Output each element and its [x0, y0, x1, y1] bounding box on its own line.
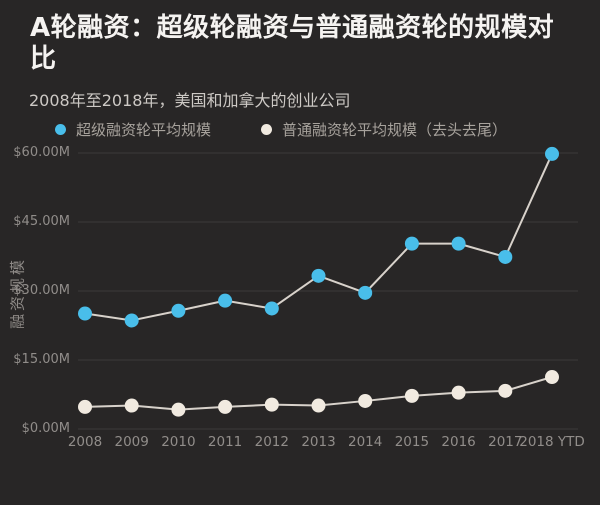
legend-dot-cream-icon [261, 124, 273, 135]
y-tick-label: $45.00M [13, 214, 70, 229]
series-line-0 [84, 152, 553, 322]
legend-dot-blue-icon [55, 124, 66, 135]
x-tick-label: 2014 [348, 434, 383, 450]
x-tick-label: 2018 YTD [519, 434, 585, 450]
legend-label-supergiant: 超级融资轮平均规模 [76, 121, 212, 139]
legend: 超级融资轮平均规模 普通融资轮平均规模（去头去尾） [55, 119, 507, 140]
chart-subtitle: 2008年至2018年，美国和加拿大的创业公司 [29, 91, 351, 110]
data-point[interactable] [124, 313, 139, 328]
x-tick-label: 2016 [441, 434, 476, 450]
y-tick-label: $15.00M [13, 352, 70, 367]
data-point[interactable] [218, 399, 233, 414]
x-tick-label: 2012 [254, 434, 289, 450]
data-point[interactable] [545, 146, 559, 161]
data-point[interactable] [358, 393, 373, 408]
x-tick-label: 2011 [207, 434, 243, 450]
data-point[interactable] [545, 370, 559, 385]
y-tick-label: $30.00M [13, 283, 70, 298]
data-point[interactable] [124, 398, 139, 413]
data-point[interactable] [218, 293, 233, 308]
data-point[interactable] [404, 236, 419, 251]
x-tick-label: 2009 [114, 434, 149, 450]
y-tick-label: $60.00M [13, 145, 70, 160]
data-point[interactable] [264, 397, 279, 412]
data-point[interactable] [451, 236, 466, 251]
x-tick-label: 2013 [301, 434, 336, 450]
data-point[interactable] [451, 385, 466, 400]
data-point[interactable] [498, 249, 513, 264]
x-tick-label: 2015 [394, 434, 430, 450]
chart-title: A轮融资：超级轮融资与普通融资轮的规模对比 [30, 13, 555, 74]
x-tick-label: 2008 [67, 434, 103, 450]
data-point[interactable] [311, 268, 326, 283]
data-point[interactable] [311, 398, 326, 413]
y-tick-label: $0.00M [21, 421, 70, 436]
data-point[interactable] [78, 306, 92, 321]
legend-label-ordinary: 普通融资轮平均规模（去头去尾） [282, 121, 508, 139]
data-point[interactable] [358, 285, 373, 300]
data-point[interactable] [404, 388, 419, 403]
legend-item-supergiant[interactable]: 超级融资轮平均规模 [55, 119, 211, 140]
data-point[interactable] [78, 399, 92, 414]
data-point[interactable] [171, 303, 186, 318]
data-point[interactable] [498, 383, 513, 398]
data-point[interactable] [264, 301, 279, 316]
x-tick-label: 2017 [488, 434, 523, 450]
x-tick-label: 2010 [161, 434, 196, 450]
data-point[interactable] [171, 402, 186, 417]
legend-item-ordinary[interactable]: 普通融资轮平均规模（去头去尾） [261, 119, 507, 140]
